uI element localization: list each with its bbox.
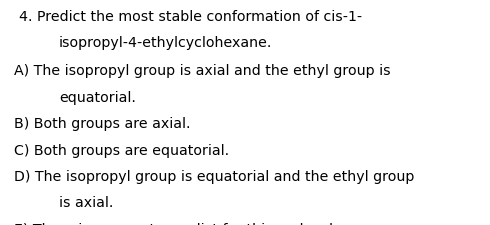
Text: isopropyl-4-ethylcyclohexane.: isopropyl-4-ethylcyclohexane. bbox=[59, 36, 272, 50]
Text: E) There is no way to predict for this molecule.: E) There is no way to predict for this m… bbox=[14, 222, 346, 225]
Text: C) Both groups are equatorial.: C) Both groups are equatorial. bbox=[14, 143, 229, 157]
Text: 4. Predict the most stable conformation of cis-1-: 4. Predict the most stable conformation … bbox=[19, 10, 362, 24]
Text: D) The isopropyl group is equatorial and the ethyl group: D) The isopropyl group is equatorial and… bbox=[14, 169, 414, 183]
Text: B) Both groups are axial.: B) Both groups are axial. bbox=[14, 117, 190, 130]
Text: is axial.: is axial. bbox=[59, 196, 113, 209]
Text: equatorial.: equatorial. bbox=[59, 90, 136, 104]
Text: A) The isopropyl group is axial and the ethyl group is: A) The isopropyl group is axial and the … bbox=[14, 64, 391, 78]
